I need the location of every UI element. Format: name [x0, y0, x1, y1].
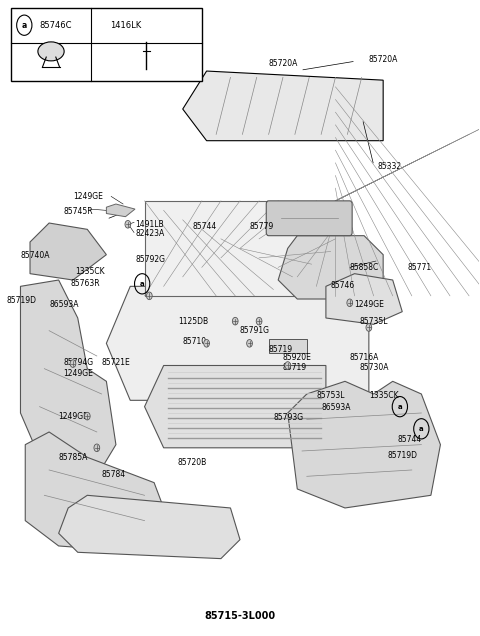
- Bar: [269, 339, 307, 353]
- Text: 1249GE: 1249GE: [355, 300, 384, 308]
- Ellipse shape: [38, 42, 64, 61]
- Text: 1249GE: 1249GE: [73, 192, 103, 201]
- Polygon shape: [21, 280, 116, 476]
- Polygon shape: [107, 286, 369, 400]
- Circle shape: [232, 317, 238, 325]
- Text: 1335CK: 1335CK: [369, 391, 398, 400]
- Text: 85745R: 85745R: [63, 207, 93, 216]
- Text: 85735L: 85735L: [360, 317, 388, 326]
- Bar: [144, 201, 336, 296]
- Circle shape: [84, 412, 90, 420]
- Text: 85785A: 85785A: [59, 453, 88, 462]
- Text: 85791G: 85791G: [240, 326, 270, 335]
- Polygon shape: [25, 432, 168, 552]
- Polygon shape: [59, 495, 240, 558]
- Circle shape: [204, 340, 209, 347]
- Text: 85763R: 85763R: [71, 279, 100, 287]
- Text: 86593A: 86593A: [321, 403, 350, 412]
- Circle shape: [125, 221, 131, 228]
- Text: 85332: 85332: [377, 162, 401, 170]
- Circle shape: [285, 362, 290, 370]
- Polygon shape: [107, 204, 135, 217]
- Text: 1249GE: 1249GE: [59, 411, 88, 420]
- Polygon shape: [326, 273, 402, 324]
- Text: a: a: [419, 426, 424, 432]
- Text: a: a: [22, 21, 27, 30]
- Text: 85784: 85784: [102, 470, 126, 479]
- Bar: [11, 8, 202, 81]
- Text: 1125DB: 1125DB: [178, 317, 208, 326]
- Polygon shape: [144, 366, 326, 448]
- Text: 85794G: 85794G: [63, 358, 94, 367]
- Text: 85710: 85710: [183, 337, 207, 346]
- Circle shape: [146, 292, 152, 300]
- Text: 1335CK: 1335CK: [75, 267, 105, 276]
- Text: 82423A: 82423A: [135, 230, 164, 238]
- Text: 85721E: 85721E: [102, 358, 131, 367]
- Text: 85744: 85744: [192, 222, 216, 231]
- Polygon shape: [183, 71, 383, 141]
- Text: 85719D: 85719D: [6, 296, 36, 305]
- Text: 85858C: 85858C: [350, 263, 379, 272]
- Polygon shape: [278, 236, 383, 299]
- Text: 85793G: 85793G: [274, 413, 303, 422]
- Circle shape: [247, 340, 252, 347]
- Circle shape: [94, 444, 100, 452]
- Text: 85792G: 85792G: [135, 255, 165, 264]
- Text: 85720B: 85720B: [178, 458, 207, 467]
- Text: 85716A: 85716A: [350, 354, 379, 363]
- Text: 85740A: 85740A: [21, 251, 50, 261]
- Text: 85719: 85719: [269, 345, 293, 354]
- Text: 85719: 85719: [283, 363, 307, 372]
- Circle shape: [366, 324, 372, 331]
- Text: 85720A: 85720A: [369, 55, 398, 64]
- Text: 1416LK: 1416LK: [110, 21, 142, 30]
- Text: 85920E: 85920E: [283, 354, 312, 363]
- Text: 85744: 85744: [397, 435, 422, 444]
- Circle shape: [256, 317, 262, 325]
- Text: 85779: 85779: [250, 222, 274, 231]
- Text: a: a: [397, 404, 402, 410]
- FancyBboxPatch shape: [266, 201, 352, 236]
- Circle shape: [70, 360, 76, 368]
- Text: 85720A: 85720A: [268, 59, 298, 68]
- Text: 85746C: 85746C: [39, 21, 72, 30]
- Text: a: a: [140, 281, 144, 287]
- Text: 85771: 85771: [407, 263, 431, 272]
- Text: 85715-3L000: 85715-3L000: [204, 611, 276, 621]
- Text: 85719D: 85719D: [388, 451, 418, 460]
- Text: 85746: 85746: [331, 280, 355, 289]
- Text: 1491LB: 1491LB: [135, 220, 164, 229]
- Circle shape: [347, 299, 353, 307]
- Text: 86593A: 86593A: [49, 300, 79, 308]
- Polygon shape: [288, 382, 441, 508]
- Polygon shape: [30, 223, 107, 280]
- Text: 1249GE: 1249GE: [63, 369, 93, 378]
- Text: 85730A: 85730A: [360, 363, 389, 372]
- Text: 85753L: 85753L: [316, 391, 345, 400]
